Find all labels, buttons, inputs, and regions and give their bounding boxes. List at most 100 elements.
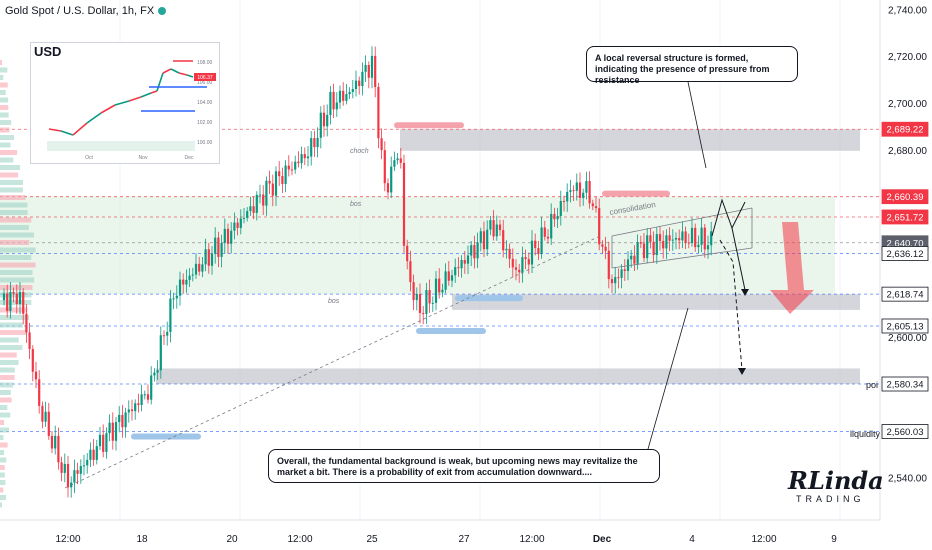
label-liquidity: liquidity — [850, 429, 881, 439]
inset-y-tick: 108.00 — [197, 60, 213, 66]
candle-body — [226, 228, 230, 244]
candle-body — [2, 293, 6, 301]
candle-body — [476, 242, 479, 259]
candle-body — [268, 180, 271, 184]
candle-body — [374, 55, 377, 88]
x-tick-label: Dec — [593, 534, 612, 545]
volume-profile-bar — [0, 405, 8, 410]
volume-profile-bar — [0, 60, 2, 65]
candle-body — [630, 255, 633, 260]
candle-body — [201, 264, 204, 272]
volume-profile-bar — [0, 135, 15, 140]
candle-body — [310, 138, 313, 157]
candle-body — [191, 274, 194, 276]
inset-y-tick: 104.00 — [197, 100, 213, 106]
candle-body — [383, 150, 386, 184]
callout-bottom-pointer — [647, 307, 689, 450]
resistance-zone-3 — [156, 368, 860, 385]
volume-profile-bar — [0, 285, 33, 290]
candle-body — [342, 90, 345, 101]
volume-profile-bar — [0, 300, 32, 305]
candle-body — [329, 91, 332, 115]
volume-profile-bar — [0, 465, 5, 470]
forecast-path-deep — [719, 239, 743, 371]
candle-body — [402, 162, 406, 246]
candle-body — [258, 194, 262, 196]
candle-body — [377, 87, 380, 139]
candle-body — [636, 242, 639, 264]
chart-title: Gold Spot / U.S. Dollar, 1h, FX — [5, 5, 167, 17]
candle-body — [41, 405, 44, 422]
candle-body — [585, 181, 588, 193]
candle-body — [617, 277, 620, 279]
candle-body — [223, 228, 226, 243]
candle-body — [457, 267, 460, 269]
price-tag-label: 2,640.70 — [887, 238, 924, 249]
candle-body — [566, 191, 569, 202]
candle-body — [444, 271, 447, 290]
candle-body — [278, 171, 281, 177]
candle-body — [642, 243, 646, 259]
y-tick-label: 2,740.00 — [888, 5, 927, 16]
candle-body — [431, 302, 434, 304]
candle-body — [156, 370, 159, 373]
price-tag-label: 2,605.13 — [887, 321, 924, 332]
inset-price-segment — [186, 74, 194, 78]
candle-body — [22, 292, 25, 314]
candle-body — [79, 466, 82, 474]
candle-body — [246, 211, 249, 218]
inset-last-tag-label: 106.37 — [197, 75, 213, 81]
candle-body — [159, 335, 162, 371]
candle-body — [50, 435, 54, 449]
candle-body — [172, 298, 175, 300]
x-tick-label: 12:00 — [287, 534, 312, 545]
candle-body — [60, 462, 63, 473]
candle-body — [233, 222, 236, 231]
candle-body — [31, 348, 34, 372]
volume-profile-bar — [0, 157, 14, 163]
inset-price-segment — [128, 96, 142, 102]
inset-price-segment — [60, 130, 74, 136]
candle-body — [466, 255, 470, 264]
candle-body — [671, 239, 674, 241]
arrow-head-deep — [738, 368, 746, 375]
inset-price-segment — [100, 104, 116, 114]
candle-body — [639, 242, 642, 244]
volume-profile-bar — [0, 127, 10, 133]
candle-body — [428, 290, 431, 304]
inset-price-segment — [150, 90, 158, 94]
volume-profile-bar — [0, 307, 28, 313]
candle-body — [25, 313, 28, 333]
candle-body — [412, 282, 415, 301]
volume-profile-bar — [0, 270, 33, 275]
candle-body — [134, 403, 137, 412]
label-choch: choch — [350, 148, 369, 155]
volume-profile-bar — [0, 262, 36, 268]
candle-body — [249, 206, 252, 212]
callout-top-pointer — [687, 81, 707, 169]
candle-body — [498, 224, 502, 231]
inset-price-segment — [72, 122, 88, 136]
candle-body — [57, 435, 60, 463]
candle-body — [194, 263, 198, 275]
price-tag-label: 2,689.22 — [887, 125, 924, 136]
candle-body — [649, 235, 652, 242]
candle-body — [44, 411, 47, 422]
channel-bottom — [611, 247, 753, 269]
candle-body — [524, 257, 527, 260]
forecast-path-up — [711, 198, 746, 237]
candle-body — [287, 165, 290, 170]
inset-price-segment — [140, 92, 152, 98]
inset-price-segment — [48, 128, 62, 132]
inset-last-tag — [194, 73, 216, 81]
candle-body — [534, 240, 537, 249]
volume-profile-bar — [0, 90, 6, 95]
candle-body — [358, 80, 361, 86]
volume-profile-bar — [0, 225, 29, 230]
candle-body — [130, 409, 134, 412]
candle-body — [111, 422, 114, 441]
trend-line — [64, 235, 601, 489]
candle-body — [559, 201, 562, 216]
candle-body — [182, 279, 185, 285]
